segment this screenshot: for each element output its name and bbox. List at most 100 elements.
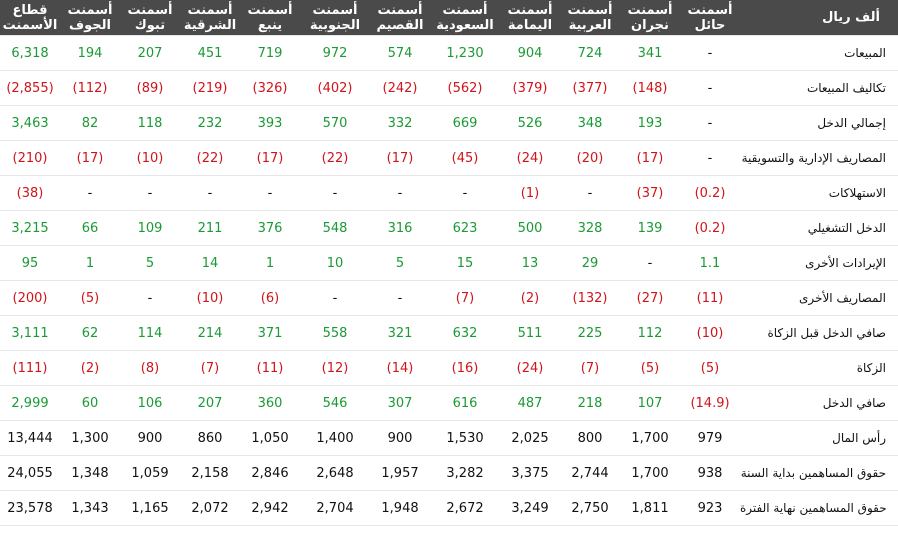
table-cell: 724 [560,35,620,71]
row-label: صافي الدخل قبل الزكاة [740,315,898,351]
row-label: الدخل التشغيلي [740,210,898,246]
table-cell: 107 [620,385,680,421]
table-cell: 214 [180,315,240,351]
column-header: أسمنت حائل [680,0,740,36]
table-cell: 348 [560,105,620,141]
table-cell: - [430,175,500,211]
table-cell: 1,300 [60,420,120,456]
table-cell: 328 [560,210,620,246]
column-header: أسمنت ينبع [240,0,300,36]
table-cell: - [680,140,740,176]
table-cell: 207 [120,35,180,71]
table-cell: (24) [500,140,560,176]
table-cell: (148) [620,70,680,106]
table-cell: 574 [370,35,430,71]
table-cell: 2,648 [300,455,370,491]
table-cell: 332 [370,105,430,141]
table-cell: (22) [300,140,370,176]
table-cell: 2,672 [430,490,500,526]
table-cell: 938 [680,455,740,491]
column-header-text: الشرقية [183,17,237,33]
table-cell: 13,444 [0,420,60,456]
table-row: (2,855) (112) (89) (219) (326) (402) (242) (562… [0,70,898,106]
row-label: حقوق المساهمين نهاية الفترة [740,490,898,526]
table-cell: 60 [60,385,120,421]
table-cell: (200) [0,280,60,316]
table-cell: (111) [0,350,60,386]
table-cell: 95 [0,245,60,281]
table-row: 3,111 62 114 214 371 558 321 632 511 225 112 (10) صا… [0,315,898,351]
table-cell: (8) [120,350,180,386]
row-label: حقوق المساهمين بداية السنة [740,455,898,491]
table-cell: 2,744 [560,455,620,491]
table-cell: (10) [180,280,240,316]
table-cell: 3,375 [500,455,560,491]
table-cell: 207 [180,385,240,421]
table-cell: 1 [60,245,120,281]
table-cell: 1,700 [620,455,680,491]
table-cell: (20) [560,140,620,176]
column-header-text: أسمنت [247,2,293,18]
table-cell: (17) [60,140,120,176]
table-cell: 623 [430,210,500,246]
table-cell: 106 [120,385,180,421]
column-header-text: أسمنت [187,2,233,18]
column-header-text: أسمنت [567,2,613,18]
table-cell: 570 [300,105,370,141]
table-cell: 2,158 [180,455,240,491]
column-header-text: نجران [631,17,669,33]
column-header: أسمنت نجران [620,0,680,36]
column-header-text: قطاع [12,2,48,18]
column-header-text: أسمنت [507,2,553,18]
table-cell: 616 [430,385,500,421]
table-cell: 1,348 [60,455,120,491]
table-cell: 29 [560,245,620,281]
table-cell: 3,215 [0,210,60,246]
table-cell: 979 [680,420,740,456]
row-label: الاستهلاكات [740,175,898,211]
table-cell: (112) [60,70,120,106]
table-cell: (2) [500,280,560,316]
table-cell: 211 [180,210,240,246]
table-cell: 1,811 [620,490,680,526]
table-cell: (6) [240,280,300,316]
table-cell: 393 [240,105,300,141]
table-row: (111) (2) (8) (7) (11) (12) (14) (16) (24) (7) (5)… [0,350,898,386]
column-header: قطاع الأسمنت [0,0,60,36]
table-cell: (562) [430,70,500,106]
table-cell: (10) [120,140,180,176]
table-cell: 2,846 [240,455,300,491]
table-cell: 2,942 [240,490,300,526]
table-cell: 193 [620,105,680,141]
column-header-text: اليمامة [507,17,553,33]
table-cell: 6,318 [0,35,60,71]
table-cell: 194 [60,35,120,71]
column-header-text: أسمنت [67,2,113,18]
table-row: 95 1 5 14 1 10 5 15 13 29-1.1 الإيرادات الأخرى [0,245,898,281]
table-cell: 232 [180,105,240,141]
table-row: 2,999 60 106 207 360 546 307 616 487 218 107 (14.9)… [0,385,898,421]
table-cell: 376 [240,210,300,246]
table-row: 24,055 1,348 1,059 2,158 2,846 2,648 1,957 3,28… [0,455,898,491]
table-cell: 371 [240,315,300,351]
column-header-text: حائل [694,17,726,33]
row-label: المصاريف الإدارية والتسويقية [740,140,898,176]
column-header: أسمنت تبوك [120,0,180,36]
table-cell: 24,055 [0,455,60,491]
table-cell: 62 [60,315,120,351]
table-cell: (17) [620,140,680,176]
table-cell: - [120,175,180,211]
table-cell: 360 [240,385,300,421]
table-cell: 114 [120,315,180,351]
table-cell: 307 [370,385,430,421]
table-row: 13,444 1,300 900 860 1,050 1,400 900 1,530 2,025… [0,420,898,456]
table-cell: 5 [120,245,180,281]
table-cell: - [370,280,430,316]
table-cell: 669 [430,105,500,141]
row-label: رأس المال [740,420,898,456]
table-cell: 900 [120,420,180,456]
table-cell: (326) [240,70,300,106]
column-header: أسمنت العربية [560,0,620,36]
table-cell: (24) [500,350,560,386]
